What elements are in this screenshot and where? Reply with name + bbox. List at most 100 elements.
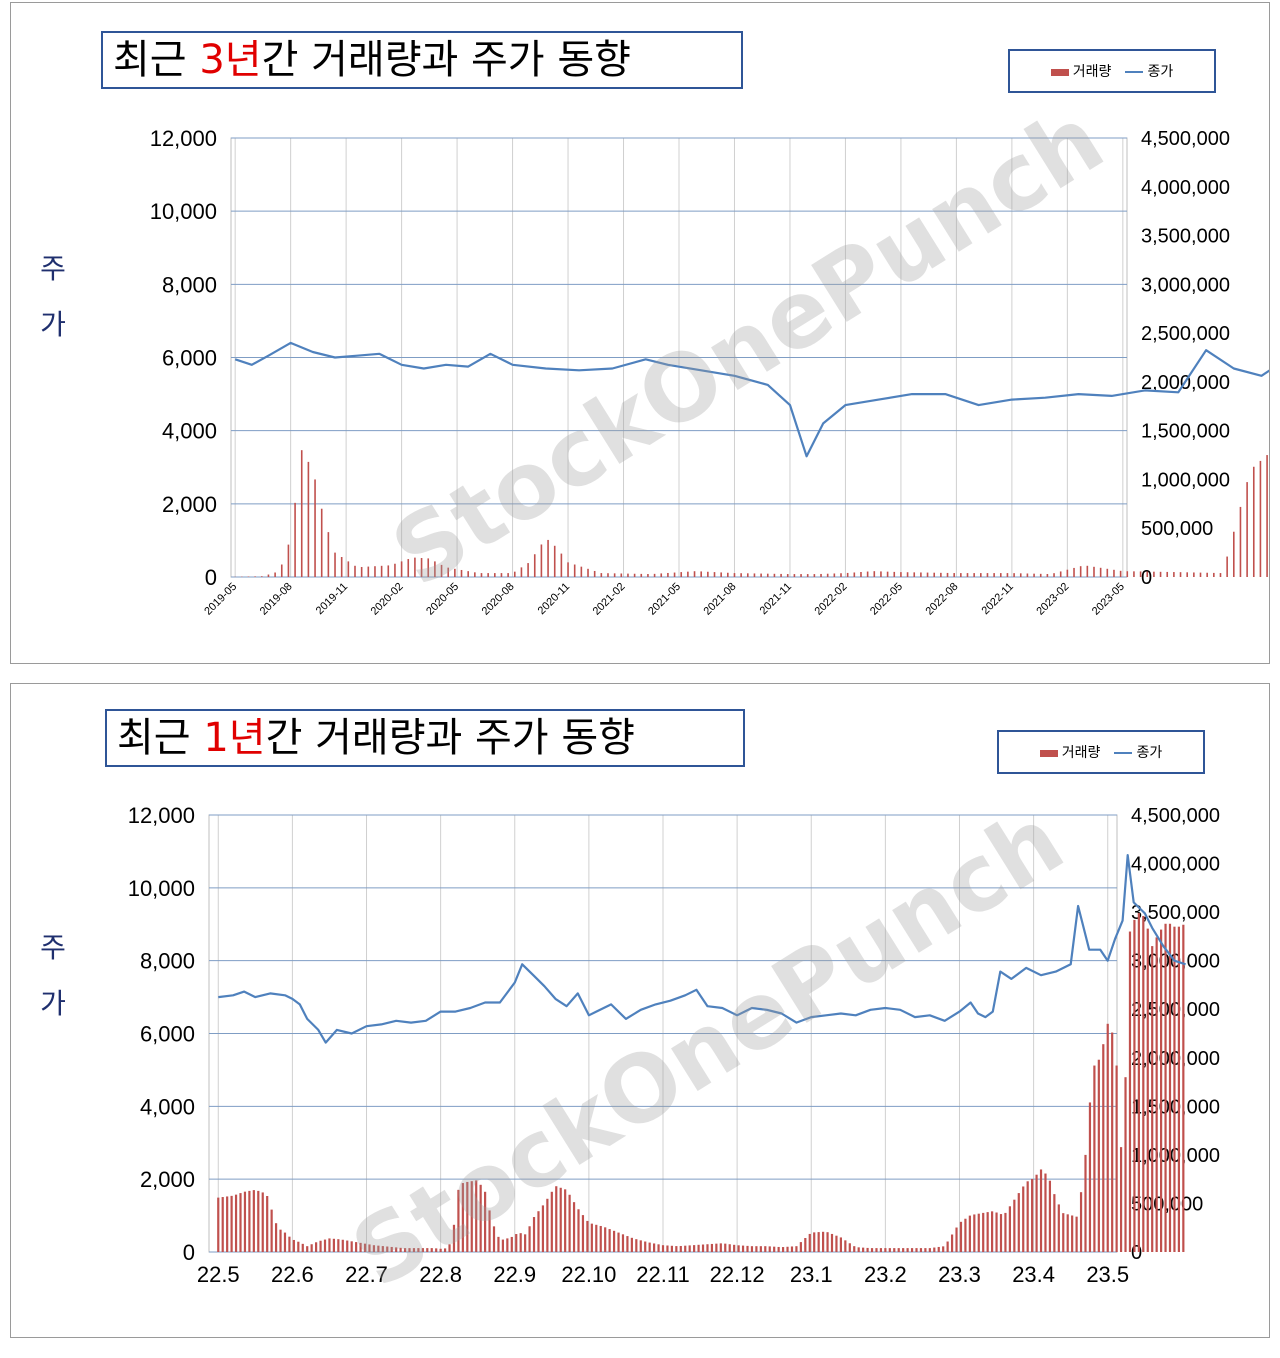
volume-bar	[420, 558, 423, 577]
volume-bar	[639, 1240, 642, 1252]
volume-bar	[910, 1248, 914, 1252]
volume-bar	[839, 1237, 842, 1252]
volume-bar	[1062, 1213, 1065, 1252]
y-tick-label-left: 8,000	[140, 949, 195, 974]
volume-bar	[1075, 1216, 1078, 1252]
volume-bar	[793, 574, 796, 577]
volume-bar	[546, 1198, 549, 1252]
volume-bar	[873, 571, 876, 577]
volume-bar	[697, 1244, 700, 1252]
y-tick-label-right: 0	[1141, 567, 1152, 589]
volume-bar	[363, 1243, 367, 1252]
volume-bar	[1177, 926, 1180, 1252]
volume-bar	[307, 461, 310, 577]
volume-bar	[593, 570, 596, 577]
volume-bar	[537, 1211, 540, 1252]
volume-bar	[1113, 569, 1115, 577]
volume-bar	[607, 573, 609, 577]
y-tick-label-right: 4,000,000	[1131, 854, 1220, 876]
volume-bar	[830, 1233, 834, 1252]
volume-bar	[950, 1234, 954, 1252]
volume-bar	[346, 1240, 349, 1252]
volume-bar	[1079, 566, 1082, 577]
volume-bar	[755, 1246, 758, 1252]
volume-bar	[620, 573, 623, 577]
volume-bar	[846, 572, 849, 577]
volume-bar	[660, 573, 663, 577]
chart-title: 최근 1년간 거래량과 주가 동향	[105, 709, 745, 767]
volume-bar	[1213, 572, 1215, 577]
volume-bar	[297, 1241, 300, 1252]
volume-bar	[980, 573, 982, 577]
y-tick-label-left: 12,000	[150, 126, 217, 151]
volume-bar	[1102, 1044, 1105, 1252]
volume-bar	[1159, 571, 1162, 577]
volume-bar	[372, 1245, 376, 1252]
volume-bar	[630, 1237, 633, 1252]
volume-bar	[1106, 1023, 1109, 1252]
volume-bar	[875, 1248, 878, 1252]
volume-bar	[532, 1217, 536, 1252]
volume-bar	[288, 1236, 291, 1252]
volume-bar	[942, 1246, 945, 1252]
volume-bar	[968, 1215, 971, 1252]
chart-legend: 거래량 종가	[1008, 49, 1216, 93]
volume-bar	[1035, 1174, 1038, 1252]
volume-bar	[1119, 1147, 1123, 1252]
close-price-line	[218, 854, 1186, 1044]
volume-bar	[750, 1246, 754, 1252]
volume-bar	[417, 1248, 420, 1252]
volume-bar	[248, 1190, 251, 1252]
y-tick-label-left: 10,000	[150, 199, 217, 224]
x-tick-label: 2020-02	[369, 581, 406, 618]
y-tick-label-right: 1,000,000	[1141, 469, 1230, 491]
volume-bar	[1019, 573, 1022, 577]
volume-bar	[1239, 506, 1242, 577]
x-tick-label: 22.12	[710, 1262, 765, 1287]
y-tick-label-right: 1,500,000	[1141, 421, 1230, 443]
volume-bar	[395, 1247, 398, 1252]
volume-bar	[737, 1245, 740, 1252]
volume-bar	[341, 1239, 344, 1252]
volume-bar	[280, 564, 283, 577]
volume-bar	[719, 1243, 722, 1252]
volume-bar	[1151, 946, 1154, 1252]
volume-bar	[1155, 937, 1158, 1252]
volume-bar	[515, 1234, 518, 1252]
volume-bar	[319, 1240, 322, 1252]
volume-bar	[955, 1227, 958, 1252]
volume-bar	[759, 1246, 762, 1252]
volume-bar	[266, 1195, 269, 1252]
y-tick-label-right: 500,000	[1131, 1193, 1203, 1215]
volume-bar	[443, 1248, 447, 1252]
volume-bar	[559, 1187, 562, 1252]
volume-bar	[786, 574, 789, 577]
volume-bar	[733, 573, 736, 577]
volume-bar	[599, 1225, 602, 1252]
volume-bar	[713, 572, 716, 577]
volume-bar	[753, 573, 756, 577]
volume-bar	[648, 1242, 651, 1252]
volume-bar	[1219, 573, 1222, 577]
volume-bar	[292, 1239, 295, 1252]
volume-bar	[879, 1248, 883, 1252]
volume-bar	[407, 559, 410, 577]
volume-bar	[1206, 572, 1208, 577]
volume-bar	[1013, 573, 1015, 577]
volume-bar	[680, 572, 683, 577]
y-tick-label-right: 4,500,000	[1141, 128, 1230, 150]
volume-bar	[1039, 573, 1042, 577]
volume-bar	[327, 532, 330, 577]
volume-bar	[475, 1180, 478, 1252]
volume-bar	[323, 1239, 327, 1252]
volume-bar	[355, 1242, 358, 1252]
volume-bar	[1006, 573, 1009, 577]
volume-bar	[1173, 572, 1175, 577]
volume-bar	[1086, 565, 1089, 577]
volume-bar	[897, 1248, 900, 1252]
x-tick-label: 2021-05	[646, 581, 683, 618]
volume-bar	[715, 1243, 718, 1252]
volume-bar	[520, 567, 523, 577]
volume-bar	[848, 1243, 851, 1252]
volume-bar	[893, 571, 896, 577]
